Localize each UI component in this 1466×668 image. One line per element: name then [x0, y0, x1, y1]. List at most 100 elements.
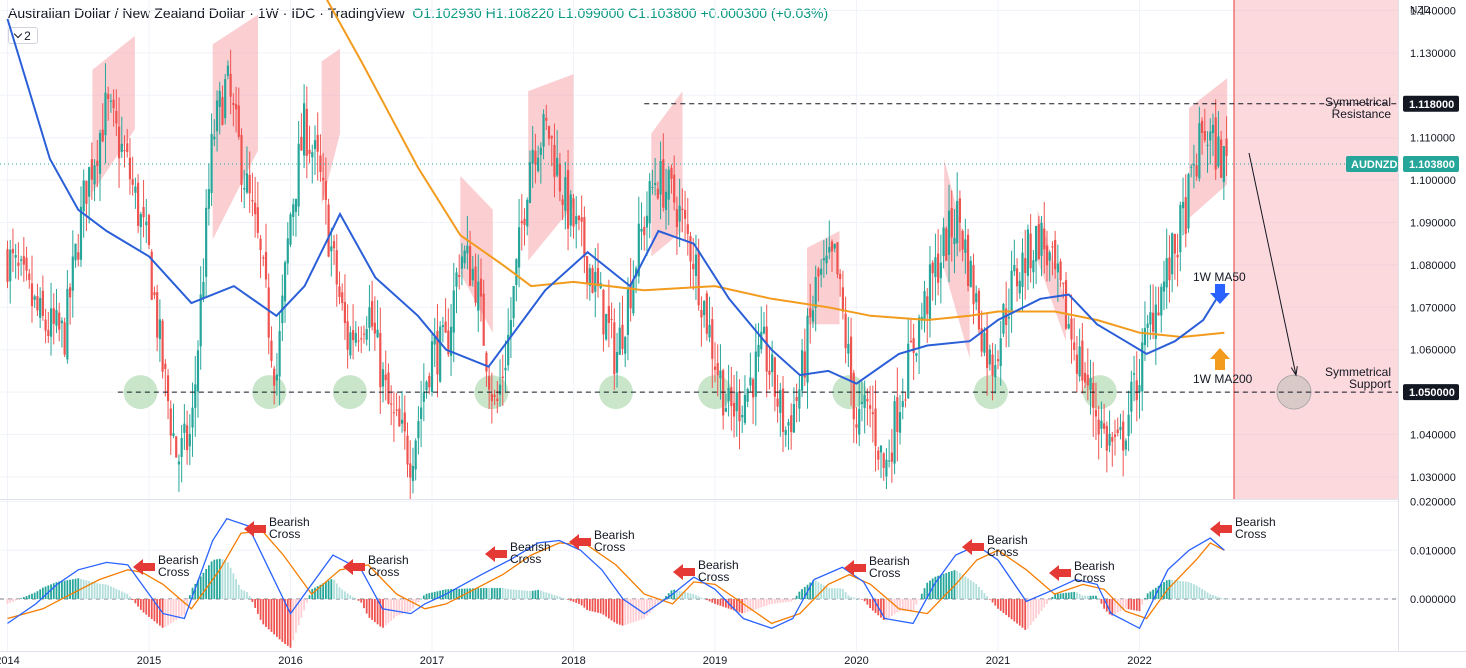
channel-shape	[460, 175, 493, 333]
candle-body	[104, 92, 107, 136]
candle-body	[234, 104, 238, 110]
channel-shape	[212, 14, 258, 240]
macd-histogram-bar	[286, 599, 289, 646]
candle-body	[305, 108, 308, 156]
macd-histogram-bar	[594, 599, 597, 613]
indicators-toggle-button[interactable]: 2	[8, 27, 38, 44]
candle-body	[1051, 246, 1054, 248]
candle-body	[254, 202, 257, 215]
bearish-cross-signal: Bearish Cross	[844, 554, 910, 580]
indicator-count: 2	[24, 28, 31, 43]
candle-body	[800, 350, 804, 391]
symbol-title[interactable]: Australian Dollar / New Zealand Dollar	[8, 5, 246, 21]
candle-body	[482, 293, 485, 346]
macd-histogram-bar	[1032, 599, 1035, 622]
macd-histogram-bar	[1165, 580, 1168, 599]
candle-body	[537, 157, 540, 172]
macd-histogram-bar	[180, 599, 183, 617]
macd-histogram-bar	[150, 599, 153, 620]
macd-histogram-bar	[678, 590, 681, 599]
macd-histogram-bar	[28, 594, 31, 599]
macd-histogram-bar	[1184, 581, 1187, 599]
macd-histogram-bar	[131, 599, 134, 601]
candle-body	[885, 459, 888, 477]
red-arrow-left-icon	[1210, 521, 1232, 537]
macd-histogram-bar	[1021, 599, 1024, 628]
candle-body	[939, 262, 942, 279]
candle-body	[354, 332, 357, 343]
candle-body	[1021, 252, 1024, 287]
macd-histogram-bar	[433, 591, 436, 599]
candle-body	[147, 214, 151, 246]
macd-histogram-bar	[52, 583, 55, 599]
macd-histogram-bar	[518, 590, 520, 599]
bearish-cross-signal: Bearish Cross	[133, 553, 199, 579]
macd-histogram-bar	[270, 599, 273, 632]
candle-body	[1048, 252, 1051, 261]
macd-histogram-bar	[771, 599, 774, 604]
candle-body	[373, 322, 376, 334]
macd-histogram-bar	[765, 599, 768, 606]
candle-body	[286, 238, 289, 264]
macd-histogram-bar	[224, 559, 227, 599]
macd-histogram-bar	[882, 599, 885, 620]
macd-histogram-bar	[259, 599, 262, 620]
macd-histogram-bar	[572, 599, 575, 602]
ma200-line	[325, 0, 1225, 339]
candle-body	[643, 226, 646, 236]
macd-histogram-bar	[869, 599, 872, 609]
candle-body	[1116, 429, 1119, 434]
macd-histogram-bar	[578, 599, 580, 604]
macd-histogram-bar	[480, 588, 482, 599]
candle-body	[855, 424, 858, 428]
macd-histogram-bar	[716, 599, 719, 605]
candle-body	[82, 180, 85, 212]
levels	[0, 103, 1398, 393]
macd-histogram-bar	[618, 599, 621, 625]
macd-histogram-bar	[798, 591, 801, 599]
candle-body	[1190, 166, 1193, 168]
candle-body	[526, 199, 529, 227]
candle-body	[202, 281, 205, 299]
resistance-price-tag	[1403, 95, 1459, 112]
candle-body	[1165, 258, 1168, 288]
candle-body	[188, 434, 191, 447]
macd-histogram-bar	[665, 596, 667, 599]
candle-body	[983, 332, 986, 353]
candle-body	[776, 398, 779, 407]
candle-body	[1149, 312, 1152, 325]
candle-body	[452, 290, 455, 333]
candle-body	[847, 343, 850, 354]
macd-histogram-bar	[697, 596, 700, 599]
candle-body	[594, 272, 597, 292]
macd-histogram-bar	[175, 599, 178, 620]
candle-body	[371, 301, 374, 327]
candle-body	[145, 221, 148, 226]
macd-histogram-bar	[803, 586, 806, 599]
candle-body	[55, 310, 58, 326]
macd-histogram-bar	[164, 599, 167, 627]
macd-histogram-bar	[71, 579, 74, 599]
macd-histogram-bar	[760, 599, 763, 608]
macd-histogram-bar	[458, 588, 461, 599]
candle-body	[439, 326, 442, 382]
macd-histogram-bar	[39, 589, 42, 599]
timeframe[interactable]: 1W	[257, 5, 279, 21]
macd-histogram-bar	[684, 592, 686, 599]
red-arrow-left-icon	[343, 559, 365, 575]
candle-body	[670, 167, 673, 179]
macd-histogram-bar	[779, 599, 782, 603]
bearish-cross-label: Bearish Cross	[1235, 515, 1276, 541]
macd-histogram-bar	[281, 599, 284, 642]
candle-body	[953, 237, 956, 245]
macd-histogram-bar	[376, 599, 379, 625]
macd-histogram-bar	[646, 599, 648, 616]
candle-body	[422, 392, 425, 402]
macd-histogram-bar	[733, 599, 735, 611]
macd-histogram-bar	[1056, 593, 1059, 599]
candle-body	[686, 224, 689, 234]
candle-body	[509, 320, 513, 336]
macd-histogram-bar	[735, 599, 738, 612]
candle-body	[626, 289, 630, 335]
